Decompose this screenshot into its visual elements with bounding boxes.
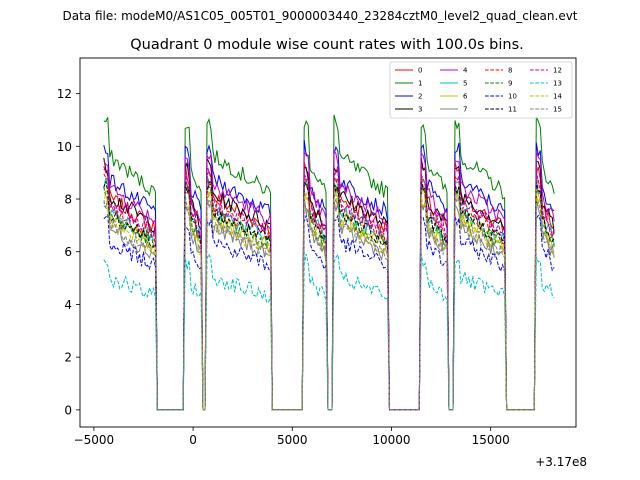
- y-tick-label: 8: [64, 193, 72, 207]
- axes: −5000 0 5000 10000 15000 0 2 4 6 8 10 12: [57, 87, 510, 447]
- y-tick-label: 2: [64, 351, 72, 365]
- y-tick-label: 12: [57, 87, 72, 101]
- legend-label-11: 11: [508, 106, 517, 114]
- x-tick-label: −5000: [74, 433, 115, 447]
- legend-label-10: 10: [508, 93, 517, 101]
- y-tick-label: 4: [64, 298, 72, 312]
- x-tick-label: 10000: [372, 433, 410, 447]
- legend-label-6: 6: [463, 93, 468, 101]
- legend-label-8: 8: [508, 67, 512, 75]
- legend-label-15: 15: [553, 106, 562, 114]
- legend-label-12: 12: [553, 67, 562, 75]
- legend-label-13: 13: [553, 80, 562, 88]
- legend-label-3: 3: [418, 106, 422, 114]
- series-lines: [103, 114, 555, 411]
- suptitle: Data file: modeM0/AS1C05_005T01_90000034…: [62, 9, 577, 23]
- x-tick-label: 0: [189, 433, 197, 447]
- legend-frame: [389, 61, 573, 119]
- legend-label-2: 2: [418, 93, 422, 101]
- x-offset-label: +3.17e8: [535, 455, 587, 469]
- plot-frame: [79, 57, 577, 428]
- legend-label-5: 5: [463, 80, 467, 88]
- legend-label-7: 7: [463, 106, 467, 114]
- legend-label-1: 1: [418, 80, 422, 88]
- legend-label-0: 0: [418, 67, 422, 75]
- legend-label-4: 4: [463, 67, 468, 75]
- x-tick-label: 5000: [277, 433, 308, 447]
- x-tick-label: 15000: [472, 433, 510, 447]
- legend-label-9: 9: [508, 80, 512, 88]
- y-tick-label: 0: [64, 403, 72, 417]
- y-tick-label: 6: [64, 245, 72, 259]
- series-line-15: [103, 193, 555, 411]
- legend-label-14: 14: [553, 93, 562, 101]
- y-tick-label: 10: [57, 140, 72, 154]
- chart-title: Quadrant 0 module wise count rates with …: [130, 37, 524, 53]
